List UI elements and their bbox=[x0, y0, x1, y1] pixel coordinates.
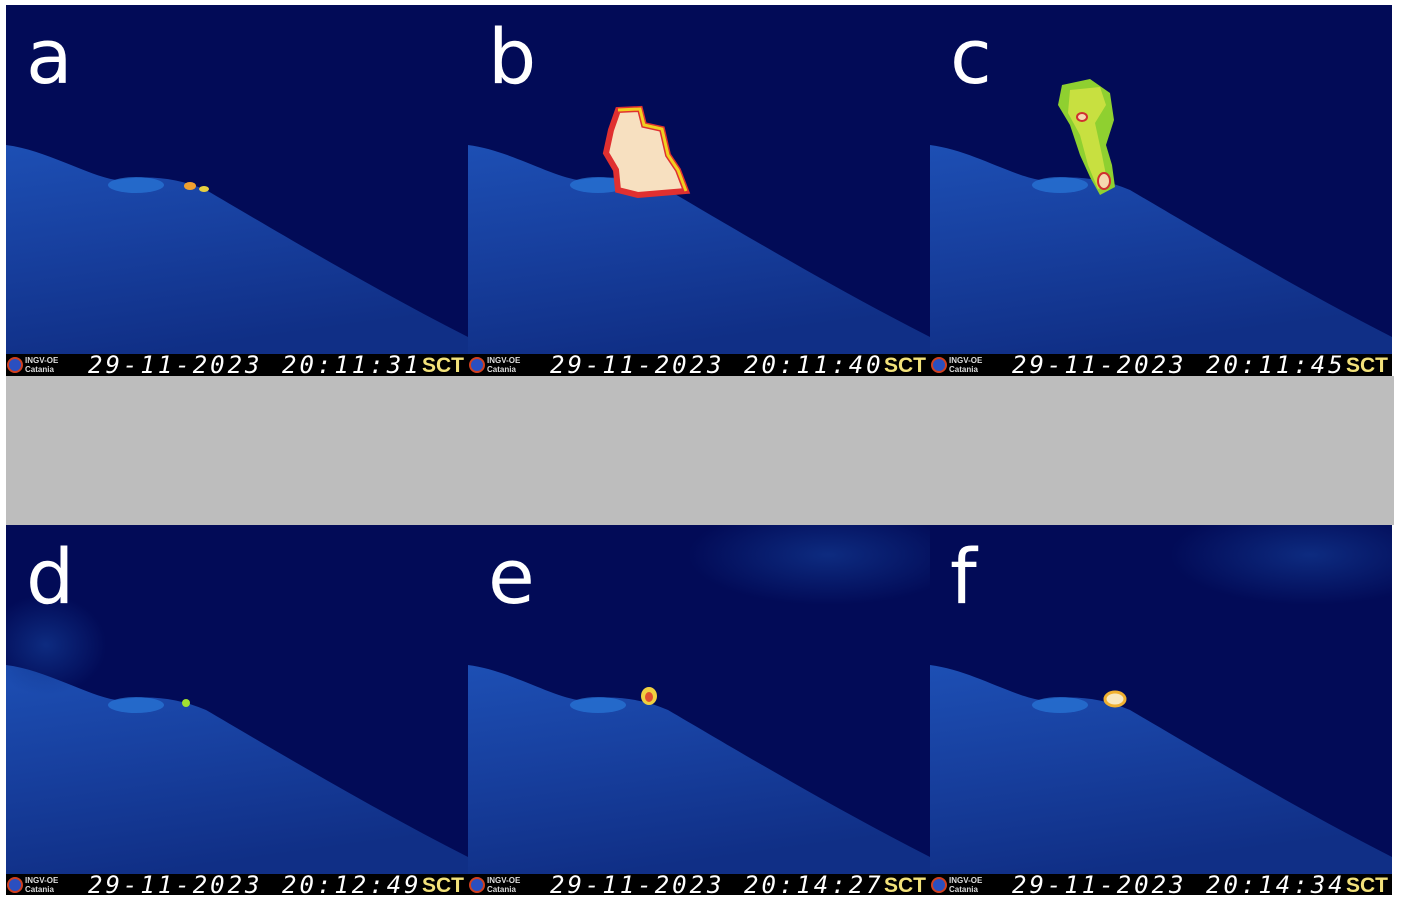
time: 20:11:31 bbox=[282, 351, 422, 379]
page: {"panels": [ {"label": "a", "logo_top": … bbox=[0, 0, 1408, 895]
station: SCT bbox=[422, 874, 464, 895]
date: 29-11-2023 bbox=[88, 351, 263, 379]
logo-globe bbox=[932, 878, 946, 892]
logo-globe bbox=[8, 878, 22, 892]
panel-label: d bbox=[26, 532, 74, 621]
crater-glow bbox=[108, 177, 164, 193]
date: 29-11-2023 bbox=[550, 871, 725, 895]
panel-label: b bbox=[488, 12, 536, 101]
time: 20:14:27 bbox=[744, 871, 884, 895]
gray-band bbox=[6, 376, 1394, 525]
logo-top: INGV-OE bbox=[949, 876, 983, 885]
station: SCT bbox=[422, 354, 464, 377]
logo-bottom: Catania bbox=[25, 885, 54, 894]
figure: aINGV-OECatania29-11-202320:11:31SCTbING… bbox=[0, 0, 1408, 895]
logo-globe bbox=[8, 358, 22, 372]
date: 29-11-2023 bbox=[1012, 351, 1187, 379]
crater-glow bbox=[108, 697, 164, 713]
panel-label: c bbox=[950, 12, 992, 101]
logo-globe bbox=[470, 358, 484, 372]
hot-spot bbox=[199, 186, 209, 192]
panel-label: a bbox=[26, 12, 73, 101]
logo-top: INGV-OE bbox=[487, 356, 521, 365]
logo-top: INGV-OE bbox=[25, 876, 59, 885]
station: SCT bbox=[1346, 354, 1388, 377]
logo-bottom: Catania bbox=[949, 885, 978, 894]
time: 20:12:49 bbox=[282, 871, 422, 895]
hot-spot bbox=[645, 692, 653, 702]
station: SCT bbox=[884, 874, 926, 895]
logo-bottom: Catania bbox=[487, 365, 516, 374]
panel-label: f bbox=[950, 532, 979, 621]
hot-spot bbox=[182, 699, 190, 707]
crater-glow bbox=[1032, 177, 1088, 193]
date: 29-11-2023 bbox=[550, 351, 725, 379]
hot-spot bbox=[1077, 113, 1087, 121]
station: SCT bbox=[884, 354, 926, 377]
crater-glow bbox=[1032, 697, 1088, 713]
hot-spot bbox=[1105, 692, 1125, 706]
date: 29-11-2023 bbox=[1012, 871, 1187, 895]
panel-label: e bbox=[488, 532, 535, 621]
logo-globe bbox=[470, 878, 484, 892]
crater-glow bbox=[570, 697, 626, 713]
time: 20:11:40 bbox=[744, 351, 884, 379]
logo-bottom: Catania bbox=[487, 885, 516, 894]
logo-bottom: Catania bbox=[25, 365, 54, 374]
time: 20:14:34 bbox=[1206, 871, 1346, 895]
logo-globe bbox=[932, 358, 946, 372]
hot-spot bbox=[1098, 173, 1110, 189]
station: SCT bbox=[1346, 874, 1388, 895]
date: 29-11-2023 bbox=[88, 871, 263, 895]
time: 20:11:45 bbox=[1206, 351, 1346, 379]
logo-top: INGV-OE bbox=[487, 876, 521, 885]
logo-top: INGV-OE bbox=[949, 356, 983, 365]
hot-spot bbox=[184, 182, 196, 190]
logo-top: INGV-OE bbox=[25, 356, 59, 365]
logo-bottom: Catania bbox=[949, 365, 978, 374]
